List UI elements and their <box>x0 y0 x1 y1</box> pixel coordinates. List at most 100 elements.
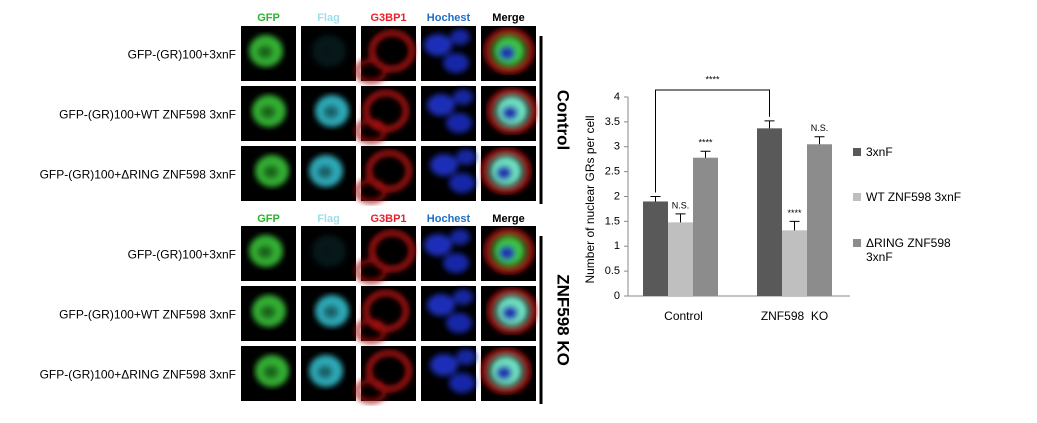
y-axis-label: Number of nuclear GRs per cell <box>583 115 597 283</box>
error-bar <box>650 196 661 202</box>
signal <box>355 379 387 403</box>
channel-header: Hochest <box>427 213 471 225</box>
y-tick-label: 1 <box>614 240 620 252</box>
legend-label: WT ZNF598 3xnF <box>866 190 962 204</box>
signal <box>456 149 476 165</box>
signal <box>263 165 279 179</box>
micrograph-signal <box>355 150 412 203</box>
micrograph-signal <box>255 355 289 387</box>
signal <box>443 253 469 273</box>
row-label: GFP-(GR)100+3xnF <box>128 248 236 262</box>
channel-header: Flag <box>317 213 340 225</box>
signal <box>487 88 537 134</box>
micrograph-signal <box>252 295 286 327</box>
signal <box>355 259 387 283</box>
legend-label: ΔRING ZNF598 3xnF <box>866 236 951 264</box>
channel-header: GFP <box>257 213 280 225</box>
signal <box>430 354 458 376</box>
channel-header: G3BP1 <box>370 213 406 225</box>
y-tick-label: 2.5 <box>605 166 620 178</box>
significance-label: **** <box>787 208 802 218</box>
signal <box>487 288 537 334</box>
micrograph-signal <box>430 149 476 193</box>
row-label: GFP-(GR)100+ΔRING ZNF598 3xnF <box>40 168 236 182</box>
micrograph-signal <box>481 348 531 394</box>
micrograph-signal <box>315 295 349 327</box>
legend-entry: WT ZNF598 3xnF <box>853 190 973 204</box>
signal <box>496 366 512 380</box>
legend-entry: 3xnF <box>853 145 973 159</box>
signal <box>366 350 412 392</box>
row-label: GFP-(GR)100+WT ZNF598 3xnF <box>59 108 236 122</box>
error-bar <box>789 220 800 231</box>
micrograph-signal <box>481 148 531 194</box>
legend-label: 3xnF <box>866 145 893 159</box>
micrograph-signal <box>424 229 470 273</box>
signal <box>369 30 415 72</box>
y-tick-label: 0.5 <box>605 265 620 277</box>
row-label: GFP-(GR)100+3xnF <box>128 48 236 62</box>
micrograph-signal <box>355 30 415 83</box>
x-tick-label: Control <box>664 309 703 323</box>
signal <box>257 245 273 259</box>
signal <box>320 45 336 59</box>
channel-header: Hochest <box>427 12 471 24</box>
row-label: GFP-(GR)100+ΔRING ZNF598 3xnF <box>40 368 236 382</box>
micrograph-signal <box>315 95 349 127</box>
micrograph-signal <box>484 28 534 74</box>
micrograph-signal <box>487 88 537 134</box>
signal <box>323 105 339 119</box>
micrograph-signal <box>427 89 473 133</box>
signal <box>427 94 455 116</box>
signal <box>484 28 534 74</box>
micrograph-signal <box>255 155 289 187</box>
signal <box>355 179 387 203</box>
y-tick-label: 3.5 <box>605 116 620 128</box>
signal <box>424 34 452 56</box>
signal <box>496 166 512 180</box>
error-bar <box>700 150 711 158</box>
signal <box>355 59 387 83</box>
row-label: GFP-(GR)100+WT ZNF598 3xnF <box>59 308 236 322</box>
channel-header: GFP <box>257 12 280 24</box>
signal <box>263 365 279 379</box>
signal <box>453 89 473 105</box>
group-label: ZNF598 KO <box>554 274 573 366</box>
signal <box>260 105 276 119</box>
signal <box>449 373 475 393</box>
comparison-bracket <box>655 89 770 193</box>
signal <box>499 246 515 260</box>
micrograph-signal <box>355 230 415 283</box>
micrograph-signal <box>484 228 534 274</box>
bar <box>807 144 832 296</box>
signal <box>427 294 455 316</box>
x-tick-label: ZNF598 KO <box>761 309 828 323</box>
signal <box>446 113 472 133</box>
error-bar <box>675 213 686 223</box>
signal <box>366 150 412 192</box>
legend-entry: ΔRING ZNF598 3xnF <box>853 236 973 264</box>
micrograph-signal <box>430 349 476 393</box>
y-tick-label: 0 <box>614 290 620 302</box>
legend-swatch <box>853 239 861 247</box>
significance-label: N.S. <box>811 123 829 133</box>
bar <box>693 157 718 296</box>
signal <box>453 289 473 305</box>
signal <box>481 148 531 194</box>
micrograph-signal <box>355 290 409 343</box>
significance-label: **** <box>698 138 713 148</box>
signal <box>443 53 469 73</box>
signal <box>502 306 518 320</box>
signal <box>355 319 387 343</box>
micrograph-signal <box>312 235 346 267</box>
signal <box>320 245 336 259</box>
micrograph-signal <box>252 95 286 127</box>
signal <box>481 348 531 394</box>
comparison-label: **** <box>705 74 720 84</box>
y-tick-label: 1.5 <box>605 215 620 227</box>
signal <box>456 349 476 365</box>
micrograph-signal <box>427 289 473 333</box>
channel-header: Merge <box>492 12 524 24</box>
signal <box>484 228 534 274</box>
